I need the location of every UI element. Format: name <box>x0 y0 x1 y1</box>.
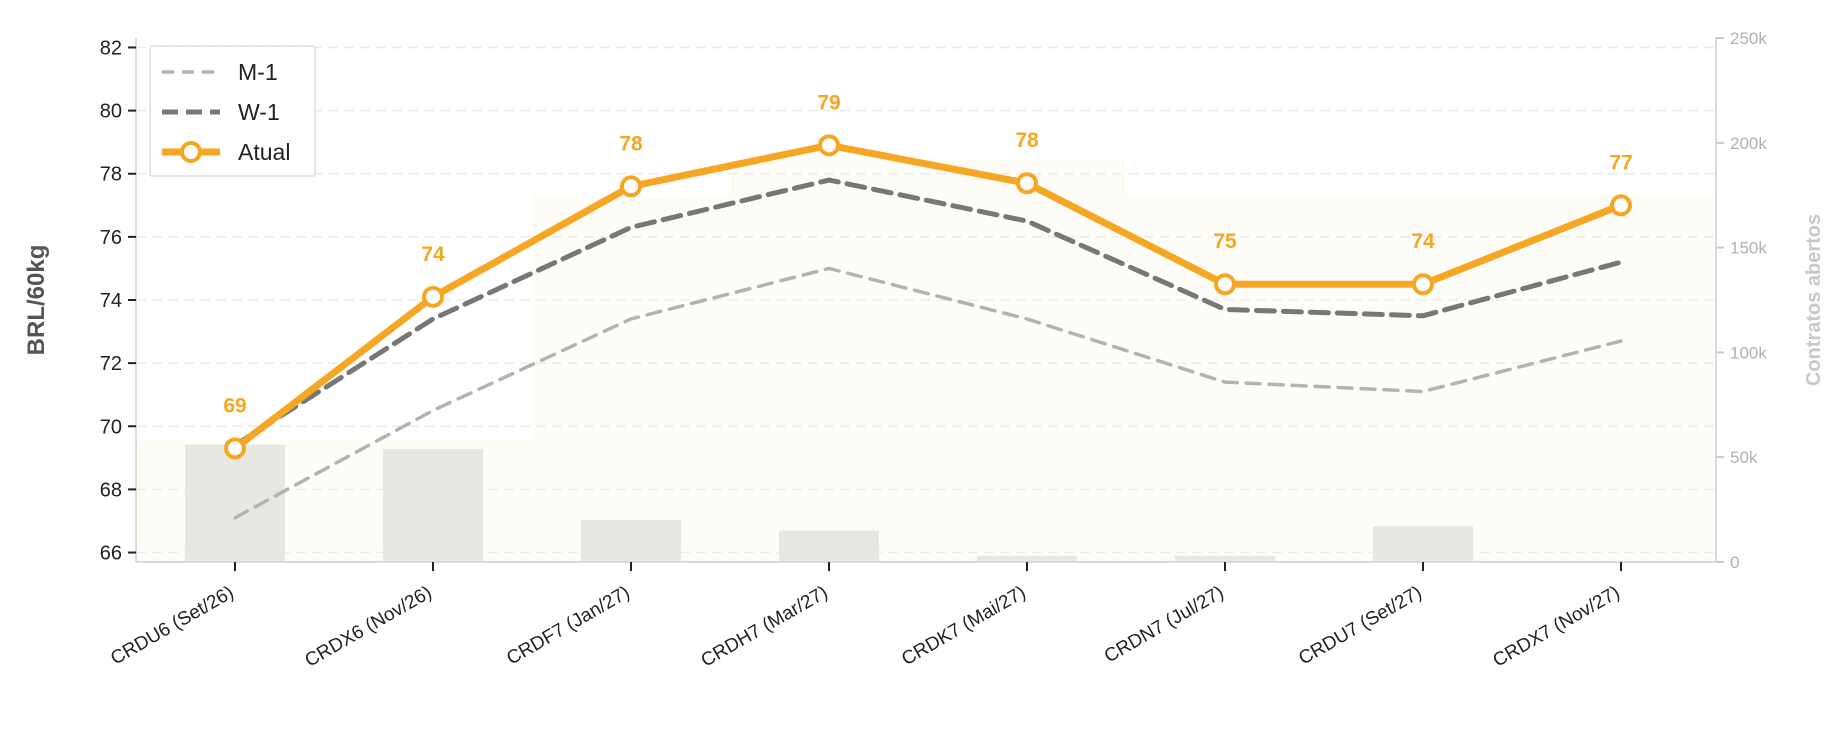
data-label: 74 <box>1411 230 1435 253</box>
y-tick-label: 76 <box>100 227 122 249</box>
x-tick-label: CRDX6 (Nov/26) <box>302 582 436 671</box>
y-tick-label: 78 <box>100 164 122 186</box>
data-label: 75 <box>1213 230 1237 253</box>
x-tick-label: CRDN7 (Jul/27) <box>1101 582 1228 667</box>
y-tick-label: 66 <box>100 543 122 565</box>
x-tick-label: CRDH7 (Mar/27) <box>698 582 832 671</box>
x-tick-label: CRDK7 (Mai/27) <box>898 582 1029 670</box>
y2-tick-label: 200k <box>1730 134 1767 153</box>
data-label: 69 <box>223 394 246 417</box>
y-tick-label: 80 <box>100 101 122 123</box>
legend-label: W-1 <box>238 99 280 125</box>
data-point <box>1016 172 1038 195</box>
open-interest-bar <box>779 530 879 562</box>
open-interest-bar <box>1175 555 1275 562</box>
open-interest-bar <box>185 444 285 562</box>
data-point <box>620 175 642 198</box>
data-point <box>224 437 246 460</box>
y-tick-label: 68 <box>100 479 122 501</box>
legend-label: Atual <box>238 139 290 165</box>
range-band-area <box>136 159 1716 562</box>
open-interest-bar <box>1373 526 1473 562</box>
data-point <box>1610 194 1632 217</box>
y2-tick-label: 50k <box>1730 448 1758 467</box>
open-interest-bar <box>977 555 1077 562</box>
y-axis-label: BRL/60kg <box>23 245 50 356</box>
series-line-w-1 <box>232 177 1624 448</box>
open-interest-bars <box>185 444 1473 562</box>
data-labels: 69 74 78 79 78 75 74 77 <box>223 91 1632 417</box>
y2-tick-label: 0 <box>1730 553 1739 572</box>
data-point <box>1214 273 1236 296</box>
y-tick-label: 70 <box>100 416 122 438</box>
data-label: 74 <box>421 243 445 266</box>
x-tick-label: CRDF7 (Jan/27) <box>503 582 633 669</box>
y2-tick-label: 100k <box>1730 343 1767 362</box>
data-point <box>818 134 840 157</box>
open-interest-bar <box>383 448 483 562</box>
data-label: 78 <box>619 132 643 155</box>
y-tick-label: 74 <box>100 290 122 312</box>
legend: M-1 W-1 Atual <box>149 45 316 177</box>
data-label: 77 <box>1609 151 1632 174</box>
series-line-atual <box>231 141 1625 452</box>
data-point <box>1412 273 1434 296</box>
y2-tick-label: 150k <box>1730 239 1767 258</box>
open-interest-bar <box>581 520 681 562</box>
data-point <box>422 285 444 308</box>
series-line-m-1 <box>233 266 1623 520</box>
y-tick-label: 82 <box>100 37 122 59</box>
x-tick-label: CRDU6 (Set/26) <box>107 582 237 669</box>
legend-label: M-1 <box>238 59 278 85</box>
legend-marker <box>180 141 202 163</box>
range-band <box>136 159 1716 562</box>
x-tick-label: CRDU7 (Set/27) <box>1295 582 1425 669</box>
data-label: 79 <box>817 91 840 114</box>
data-label: 78 <box>1015 129 1039 152</box>
y2-axis-label: Contratos abertos <box>1803 214 1825 386</box>
series-lines <box>224 134 1632 520</box>
x-tick-label: CRDX7 (Nov/27) <box>1490 582 1624 671</box>
y-tick-label: 72 <box>100 353 122 375</box>
y2-tick-label: 250k <box>1730 29 1767 48</box>
